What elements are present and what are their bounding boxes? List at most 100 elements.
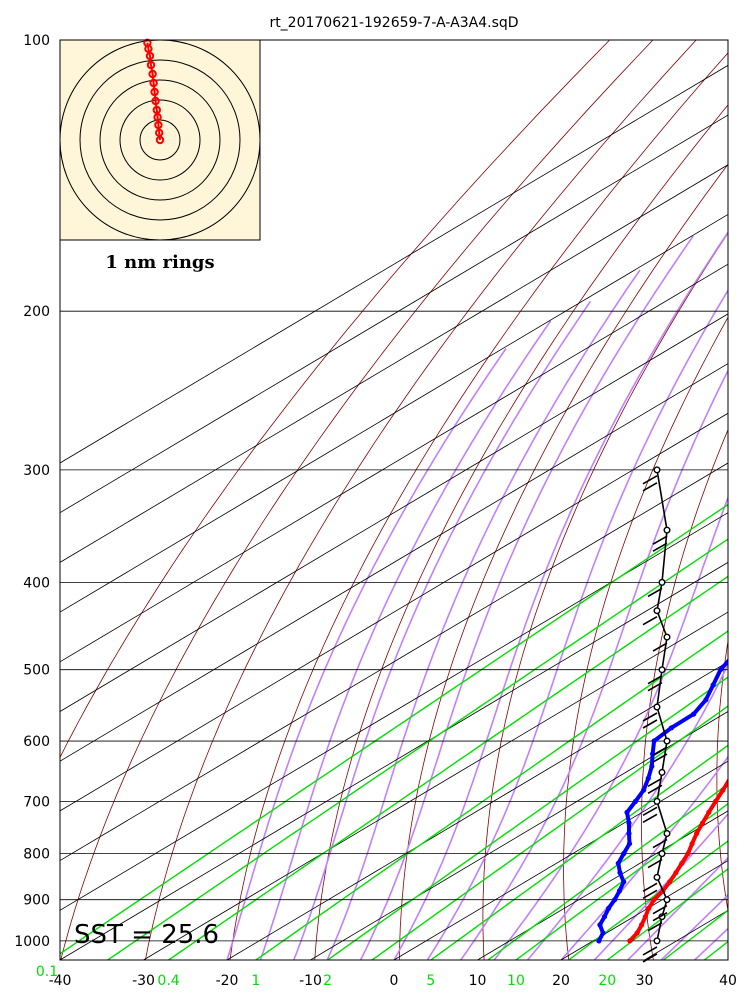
- wind-barb-flag: [642, 806, 658, 817]
- hodograph-point: [148, 69, 157, 79]
- temperature-tick-label: -40: [49, 973, 72, 989]
- dewpoint-point: [621, 879, 627, 885]
- temperature-point: [720, 787, 726, 793]
- wind-barb-flag: [647, 675, 663, 685]
- dewpoint-point: [691, 711, 697, 717]
- hodograph-point: [152, 105, 162, 115]
- mixing-ratio-line: [568, 840, 728, 960]
- mixing-ratio-tick-label: 1: [251, 973, 260, 989]
- hodograph-inset: [59, 38, 261, 241]
- wind-barb-station: [658, 578, 666, 586]
- isotherm: [393, 760, 728, 960]
- temperature-tick-label: 20: [552, 973, 570, 989]
- isotherm: [226, 661, 728, 960]
- moist-adiabat: [493, 495, 728, 960]
- plot-frame: [59, 39, 729, 961]
- pressure-tick-label: 700: [23, 794, 50, 810]
- isotherm: [60, 114, 728, 514]
- mixing-ratio-tick-label: 0.4: [157, 973, 179, 989]
- pressure-tick-label: 1000: [14, 934, 50, 950]
- mixing-ratio-tick-label: 20: [598, 973, 616, 989]
- hodograph-ring: [119, 99, 201, 181]
- temperature-point: [679, 860, 685, 866]
- moist-adiabat: [326, 269, 641, 960]
- dewpoint-point: [703, 697, 709, 703]
- hodograph-point: [154, 120, 163, 130]
- moist-adiabat: [359, 235, 694, 960]
- wind-barb-flag: [652, 904, 668, 915]
- temperature-point: [699, 820, 706, 826]
- wind-barb-station: [663, 633, 671, 641]
- mixing-ratio-line: [107, 538, 728, 960]
- dewpoint-point: [717, 667, 724, 673]
- wind-barb-flag: [642, 616, 658, 626]
- dewpoint-point: [645, 775, 651, 781]
- wind-barb-station: [653, 797, 661, 805]
- wind-barb-flag: [647, 922, 663, 932]
- wind-barb-station: [653, 607, 661, 615]
- pressure-tick-label: 400: [23, 575, 50, 591]
- temperature-point: [634, 930, 640, 936]
- temperature-point: [646, 905, 652, 911]
- wind-barbs: [642, 466, 671, 963]
- isotherm: [310, 711, 728, 960]
- wind-barb-flag: [642, 953, 658, 963]
- hodograph-trace: [146, 42, 161, 141]
- sst-label: SST = 25.6: [74, 920, 219, 950]
- dewpoint-point: [626, 830, 632, 837]
- dewpoint-point: [616, 888, 623, 894]
- mixing-ratio-line: [327, 676, 728, 960]
- dewpoint-point: [621, 851, 627, 857]
- moist-adiabat: [426, 288, 728, 960]
- hodograph-point: [150, 87, 159, 97]
- temperature-point: [627, 938, 633, 944]
- wind-barb-flag: [652, 746, 668, 756]
- sounding-traces: [596, 658, 728, 944]
- dry-adiabat: [60, 40, 654, 960]
- mixing-ratio-line: [430, 744, 728, 960]
- temperature-tick-label: -30: [132, 973, 155, 989]
- dewpoint-point: [651, 738, 657, 744]
- wind-barb-flag: [647, 682, 663, 692]
- hodograph-point: [151, 96, 160, 106]
- dry-adiabat: [229, 52, 728, 960]
- hodograph-point: [146, 60, 156, 70]
- wind-barb-flag: [652, 535, 668, 545]
- pressure-tick-label: 300: [23, 463, 50, 479]
- isotherm: [143, 611, 728, 960]
- pressure-tick-label: 900: [23, 893, 50, 909]
- hodograph-ring: [99, 79, 221, 201]
- temperature-point: [713, 798, 719, 805]
- temperature-point: [639, 922, 645, 928]
- isotherm: [60, 363, 728, 762]
- isotherm: [60, 512, 728, 911]
- hodograph-rings-label: 1 nm rings: [105, 252, 214, 273]
- wind-barb-flag: [642, 882, 658, 893]
- pressure-tick-label: 500: [23, 663, 50, 679]
- wind-barb-station: [663, 896, 671, 904]
- dry-adiabat: [482, 232, 728, 960]
- moist-adiabat: [226, 348, 507, 960]
- dewpoint-point: [668, 725, 675, 731]
- dewpoint-point: [626, 820, 632, 826]
- wind-barb-flag: [647, 587, 663, 598]
- isotherm: [60, 263, 728, 663]
- dewpoint-point: [596, 938, 602, 944]
- wind-barb-flag: [652, 542, 668, 552]
- mixing-ratio-line: [255, 630, 728, 960]
- temperature-tick-label: 10: [469, 973, 487, 989]
- wind-barb-flag: [652, 753, 668, 763]
- wind-barb-station: [658, 666, 666, 674]
- wind-barb-station: [653, 703, 661, 711]
- mixing-ratio-line: [60, 503, 728, 955]
- wind-barb-station: [658, 768, 666, 776]
- mixing-ratio-line: [371, 705, 728, 960]
- wind-barb-flag: [652, 642, 668, 652]
- pressure-tick-label: 100: [23, 33, 50, 49]
- dry-adiabat: [716, 638, 728, 914]
- wind-barb-flag: [642, 946, 658, 956]
- wind-barb-station: [663, 830, 671, 838]
- isotherm: [60, 164, 728, 563]
- wind-barb-flag: [642, 889, 658, 900]
